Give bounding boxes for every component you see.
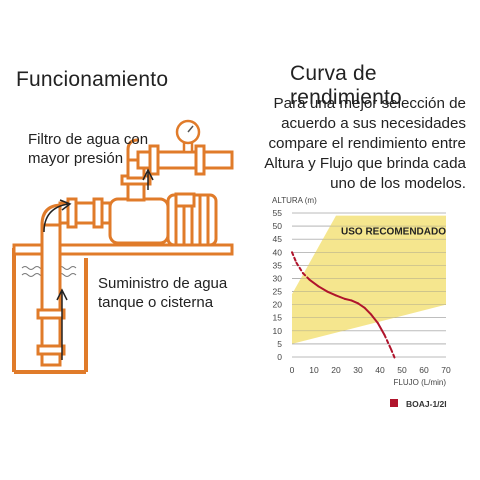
- curve-segment: [291, 251, 298, 264]
- chart-description: Para una mejor selección de acuerdo a su…: [246, 94, 466, 194]
- legend-label: BOAJ-1/2I: [406, 399, 447, 409]
- x-axis-ticks: 0 10 20 30 40 50 60 70: [290, 365, 451, 375]
- curve-segment: [370, 313, 379, 324]
- chart-heading: Curva de rendimiento: [290, 62, 402, 109]
- curve-segment: [376, 321, 386, 336]
- y-tick-label: 10: [273, 326, 283, 336]
- y-tick-label: 55: [273, 208, 283, 218]
- y-tick-label: 15: [273, 313, 283, 323]
- curve-segment: [343, 297, 353, 302]
- x-tick-label: 30: [353, 365, 363, 375]
- filter-label-line-1: Filtro de agua con: [28, 131, 149, 148]
- x-tick-label: 10: [309, 365, 319, 375]
- desc-line-4: Altura y Flujo que brinda cada: [264, 155, 466, 172]
- curve-segment: [363, 306, 373, 316]
- supply-label-line-1: Suministro de agua: [98, 275, 228, 292]
- desc-line-5: uno de los modelos.: [330, 175, 466, 192]
- x-axis-label: FLUJO (L/min): [394, 378, 447, 387]
- y-tick-label: 40: [273, 247, 283, 257]
- x-tick-label: 70: [441, 365, 451, 375]
- y-tick-label: 50: [273, 221, 283, 231]
- y-tick-label: 25: [273, 287, 283, 297]
- y-tick-label: 35: [273, 260, 283, 270]
- cistern-tank: [12, 248, 88, 374]
- y-tick-label: 45: [273, 234, 283, 244]
- curve-segment: [335, 294, 346, 300]
- y-tick-label: 0: [277, 352, 282, 362]
- legend-swatch: [390, 399, 398, 407]
- flow-arrow-icon: [43, 168, 154, 360]
- x-tick-label: 50: [397, 365, 407, 375]
- desc-line-1: Para una mejor selección de: [273, 95, 466, 112]
- performance-curve: [291, 212, 446, 361]
- y-axis-ticks: 0 5 10 15 20 25 30 35 40 45 50 55: [273, 208, 283, 362]
- x-tick-label: 0: [290, 365, 295, 375]
- filter-label-line-2: mayor presión: [28, 150, 124, 167]
- discharge-pipe: [126, 138, 234, 180]
- y-tick-label: 5: [277, 339, 282, 349]
- curve-segment: [295, 261, 304, 275]
- curve-segment: [350, 299, 359, 305]
- curve-segment: [326, 290, 337, 297]
- curve-segment: [383, 333, 392, 351]
- supply-label: Suministro de agua tanque o cisterna: [98, 274, 227, 312]
- x-tick-label: 40: [375, 365, 385, 375]
- curve-segment: [308, 278, 320, 288]
- ground-slab: [12, 243, 234, 256]
- y-tick-label: 30: [273, 273, 283, 283]
- supply-label-line-2: tanque o cisterna: [98, 294, 214, 311]
- suction-pipe: [36, 197, 112, 367]
- curve-segment: [317, 285, 329, 293]
- x-tick-label: 20: [331, 365, 341, 375]
- curve-segment: [302, 272, 311, 281]
- desc-line-2: acuerdo a sus necesidades: [281, 115, 466, 132]
- curve-segment: [390, 348, 397, 361]
- filter-label: Filtro de agua con mayor presión: [28, 130, 148, 168]
- diagram-heading: Funcionamiento: [16, 68, 169, 91]
- y-axis-label: ALTURA (m): [272, 196, 317, 205]
- recommended-zone: [292, 215, 446, 344]
- x-tick-label: 60: [419, 365, 429, 375]
- zone-label: USO RECOMENDADO: [341, 226, 446, 237]
- desc-line-3: compare el rendimiento entre: [268, 135, 466, 152]
- curve-segment: [357, 302, 366, 309]
- pressure-gauge-icon: [175, 119, 201, 154]
- pump-icon: [108, 174, 218, 247]
- y-tick-label: 20: [273, 300, 283, 310]
